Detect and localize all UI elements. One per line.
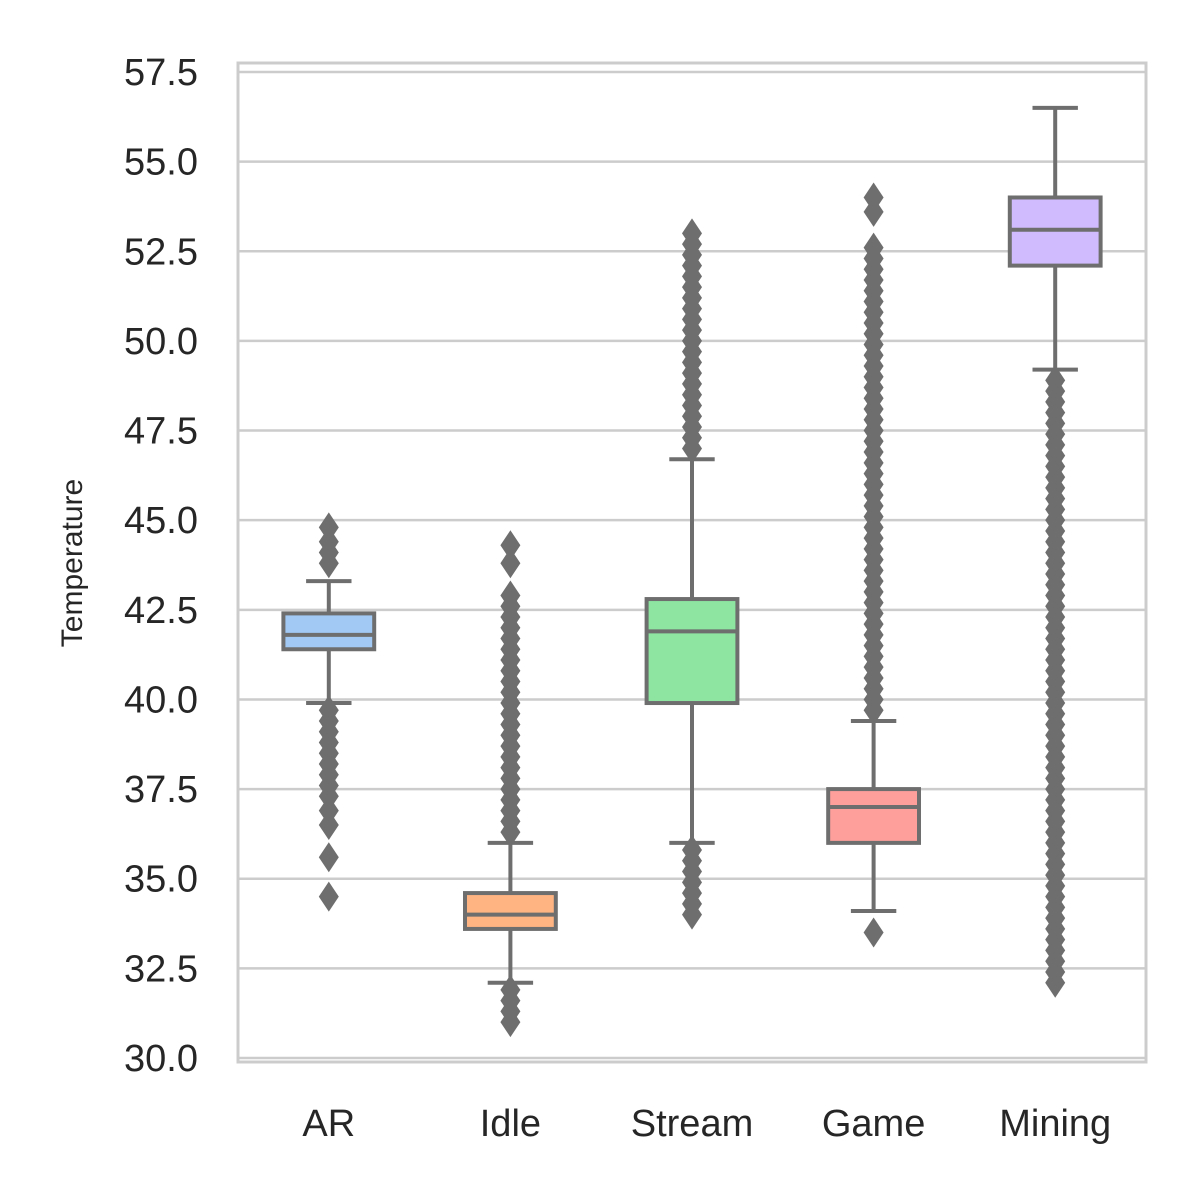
y-tick-label: 32.5: [124, 948, 198, 990]
box-mining: [1007, 105, 1103, 998]
y-tick-label: 35.0: [124, 859, 198, 901]
y-tick-labels: 30.0 32.5 35.0 37.5 40.0 42.5 45.0 47.5 50.0 52.5…: [124, 52, 198, 1080]
outlier-point: [682, 835, 702, 866]
outlier-point: [863, 182, 884, 213]
y-tick-label: 37.5: [124, 769, 198, 811]
iqr-box: [826, 787, 922, 845]
y-tick-label: 45.0: [124, 500, 198, 542]
outlier-point: [318, 512, 339, 543]
iqr-box: [281, 611, 377, 652]
boxes: [281, 105, 1103, 1038]
y-tick-label: 55.0: [124, 142, 198, 184]
outlier-point: [318, 842, 339, 873]
outlier-point: [318, 881, 339, 912]
box-ar: [281, 512, 377, 912]
y-tick-label: 42.5: [124, 590, 198, 632]
x-tick-label: Idle: [480, 1103, 541, 1145]
y-tick-label: 50.0: [124, 321, 198, 363]
outlier-point: [500, 580, 521, 611]
x-tick-label: Game: [822, 1103, 925, 1145]
box-stream: [644, 218, 740, 930]
outlier-point: [500, 974, 521, 1005]
outlier-point: [500, 548, 521, 579]
box-idle: [463, 530, 558, 1038]
outlier-point: [863, 232, 884, 263]
y-tick-label: 52.5: [124, 231, 198, 273]
outlier-point: [500, 530, 521, 561]
box-game: [826, 182, 922, 948]
iqr-box: [644, 597, 740, 706]
y-tick-label: 47.5: [124, 411, 198, 453]
x-tick-label: AR: [302, 1103, 355, 1145]
iqr-box: [463, 891, 558, 931]
x-tick-labels: AR Idle Stream Game Mining: [302, 1103, 1111, 1145]
outlier-point: [318, 695, 339, 726]
outlier-point: [682, 218, 702, 249]
plot-area-frame: [236, 61, 1148, 1064]
y-axis-label: Temperature: [56, 479, 89, 647]
y-tick-label: 30.0: [124, 1038, 198, 1080]
outlier-point: [863, 917, 884, 948]
x-tick-label: Mining: [999, 1103, 1111, 1145]
y-tick-label: 40.0: [124, 679, 198, 721]
outlier-point: [1045, 365, 1066, 396]
x-tick-label: Stream: [631, 1103, 753, 1145]
y-tick-label: 57.5: [124, 52, 198, 94]
